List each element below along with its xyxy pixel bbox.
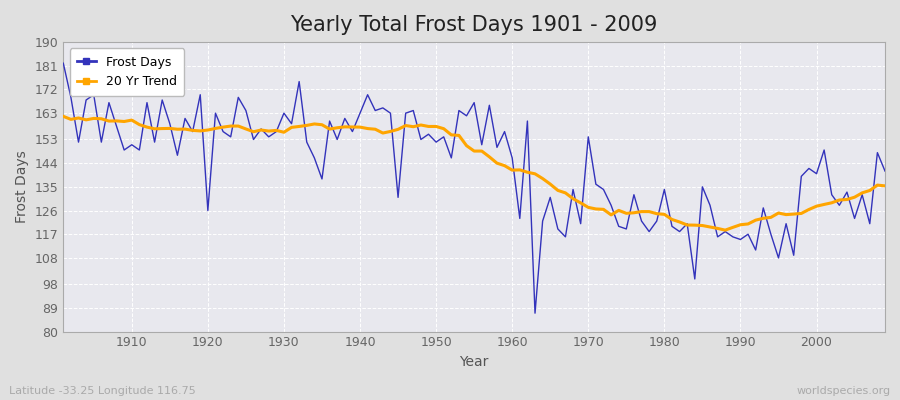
Y-axis label: Frost Days: Frost Days (15, 150, 29, 223)
Legend: Frost Days, 20 Yr Trend: Frost Days, 20 Yr Trend (69, 48, 184, 96)
Text: Latitude -33.25 Longitude 116.75: Latitude -33.25 Longitude 116.75 (9, 386, 196, 396)
Title: Yearly Total Frost Days 1901 - 2009: Yearly Total Frost Days 1901 - 2009 (291, 15, 658, 35)
X-axis label: Year: Year (460, 355, 489, 369)
Text: worldspecies.org: worldspecies.org (796, 386, 891, 396)
